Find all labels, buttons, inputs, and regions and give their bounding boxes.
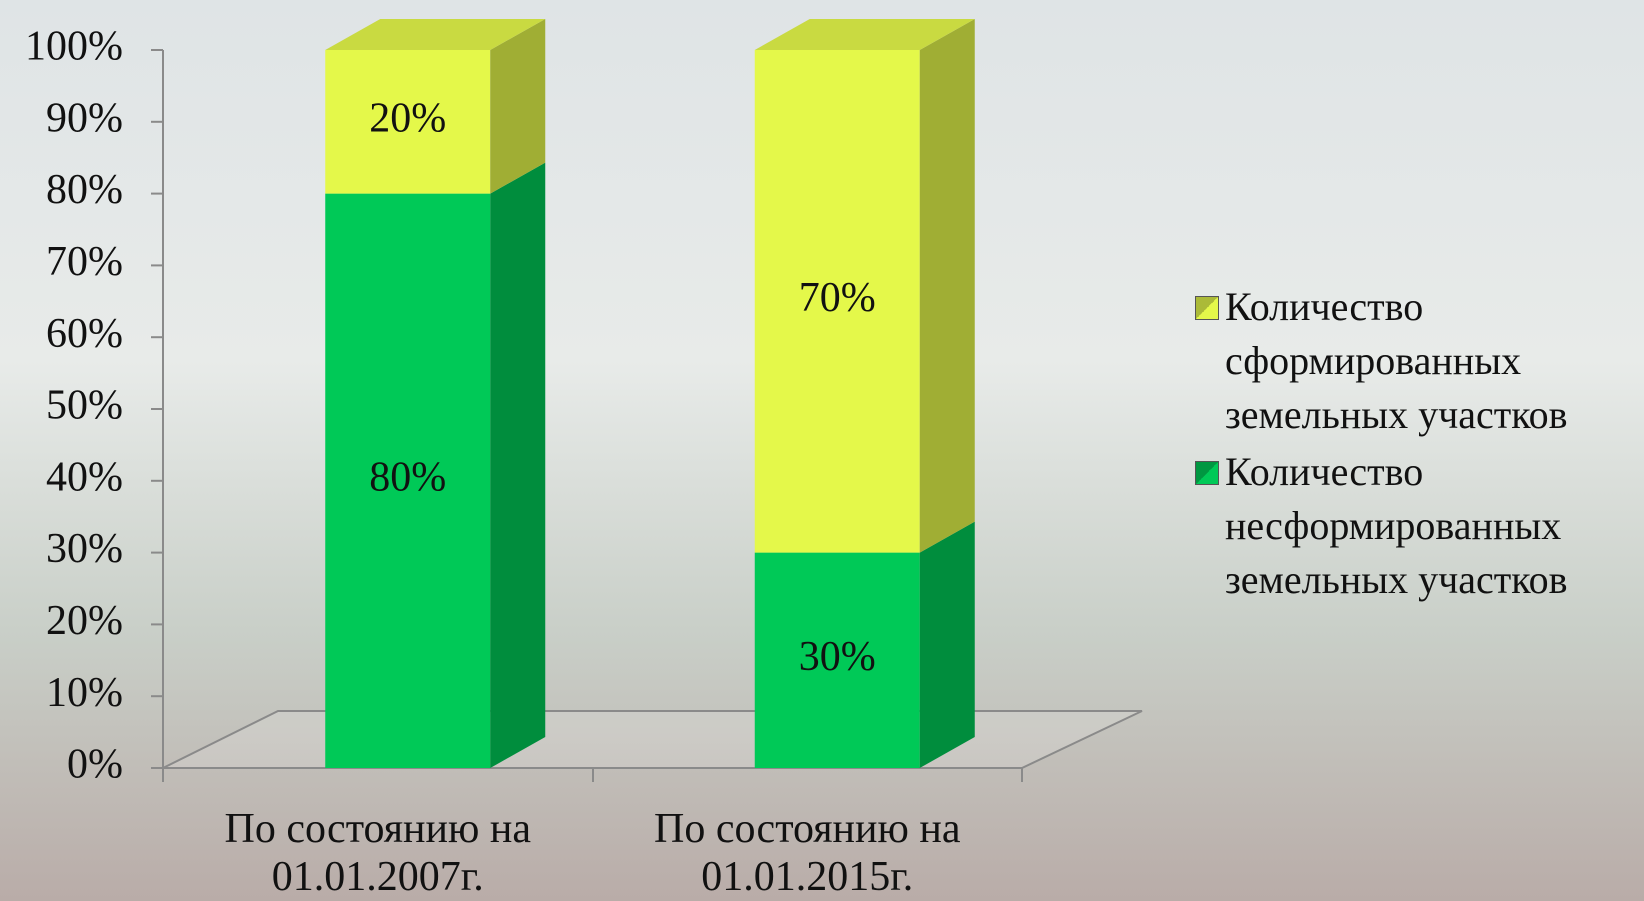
y-tick-label: 80% <box>46 167 123 213</box>
bar-top <box>754 19 975 50</box>
bar-top <box>325 19 546 50</box>
legend-item: Количество несформированных земельных уч… <box>1195 445 1644 607</box>
floor <box>162 710 1143 769</box>
x-tick-label: По состоянию на 01.01.2007г. <box>224 806 531 900</box>
y-tick-label: 100% <box>25 24 123 70</box>
legend-label: Количество несформированных земельных уч… <box>1225 449 1568 602</box>
bar-side <box>490 19 546 194</box>
legend-swatch <box>1195 461 1219 485</box>
x-tick-label: По состоянию на 01.01.2015г. <box>654 806 961 900</box>
data-label: 80% <box>369 454 446 500</box>
legend-label: Количество сформированных земельных учас… <box>1225 284 1568 437</box>
y-tick-label: 0% <box>67 742 123 788</box>
legend-item: Количество сформированных земельных учас… <box>1195 280 1644 442</box>
y-tick-label: 60% <box>46 311 123 357</box>
bar-side <box>919 19 975 553</box>
y-tick-label: 10% <box>46 670 123 716</box>
bar-side <box>919 521 975 768</box>
bar <box>754 552 920 768</box>
y-tick-label: 50% <box>46 383 123 429</box>
data-label: 20% <box>369 95 446 141</box>
y-tick-label: 40% <box>46 454 123 500</box>
data-label: 30% <box>799 634 876 680</box>
y-tick-label: 30% <box>46 526 123 572</box>
bar <box>325 193 491 769</box>
bar-side <box>490 162 546 769</box>
bar <box>325 50 491 194</box>
legend-swatch <box>1195 296 1219 320</box>
data-label: 70% <box>799 275 876 321</box>
y-tick-label: 90% <box>46 95 123 141</box>
y-tick-label: 70% <box>46 239 123 285</box>
bar <box>754 50 920 553</box>
y-tick-label: 20% <box>46 598 123 644</box>
